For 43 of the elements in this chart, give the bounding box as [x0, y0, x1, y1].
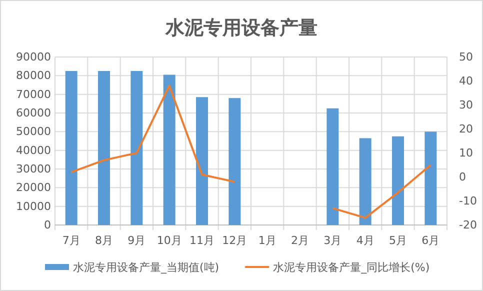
x-tick-label: 11月: [190, 234, 214, 247]
y2-tick-label: 50: [459, 50, 473, 64]
x-tick-label: 3月: [324, 234, 342, 247]
y-tick-label: 20000: [16, 181, 51, 194]
bar: [196, 97, 208, 225]
y-tick-label: 0: [44, 218, 51, 232]
x-tick-label: 10月: [156, 234, 182, 247]
bar: [98, 71, 110, 225]
bar: [228, 98, 241, 225]
x-tick-label: 8月: [95, 234, 113, 247]
y2-tick-label: -20: [459, 218, 477, 232]
x-tick-label: 4月: [356, 234, 374, 247]
bar: [359, 138, 372, 225]
bar: [65, 71, 78, 225]
x-tick-label: 5月: [389, 234, 407, 247]
y-tick-label: 10000: [16, 200, 51, 213]
bar: [326, 108, 339, 225]
x-tick-label: 12月: [222, 234, 248, 247]
y-tick-label: 40000: [16, 144, 51, 157]
legend-label: 水泥专用设备产量_当期值(吨): [73, 261, 220, 274]
y2-tick-label: 0: [459, 170, 466, 184]
x-tick-label: 7月: [62, 234, 80, 247]
y2-tick-label: 40: [459, 74, 473, 88]
y2-tick-label: 10: [459, 146, 473, 160]
y-tick-label: 50000: [16, 125, 51, 138]
x-tick-label: 9月: [128, 234, 146, 247]
y2-tick-label: 30: [459, 98, 473, 112]
y-tick-label: 30000: [16, 162, 51, 176]
y-tick-label: 70000: [16, 88, 51, 101]
x-tick-label: 6月: [422, 234, 440, 247]
bar: [392, 136, 404, 225]
chart-title: 水泥专用设备产量: [164, 17, 318, 39]
legend-label: 水泥专用设备产量_同比增长(%): [273, 261, 430, 274]
x-tick-label: 1月: [258, 234, 276, 247]
y2-tick-label: 20: [459, 122, 473, 136]
y2-tick-label: -10: [459, 194, 477, 208]
bar: [130, 71, 143, 225]
bar: [163, 74, 176, 225]
y-tick-label: 60000: [16, 106, 51, 120]
y-tick-label: 90000: [16, 50, 51, 64]
x-tick-label: 2月: [291, 234, 309, 247]
y-tick-label: 80000: [16, 69, 51, 82]
bar: [424, 132, 437, 225]
